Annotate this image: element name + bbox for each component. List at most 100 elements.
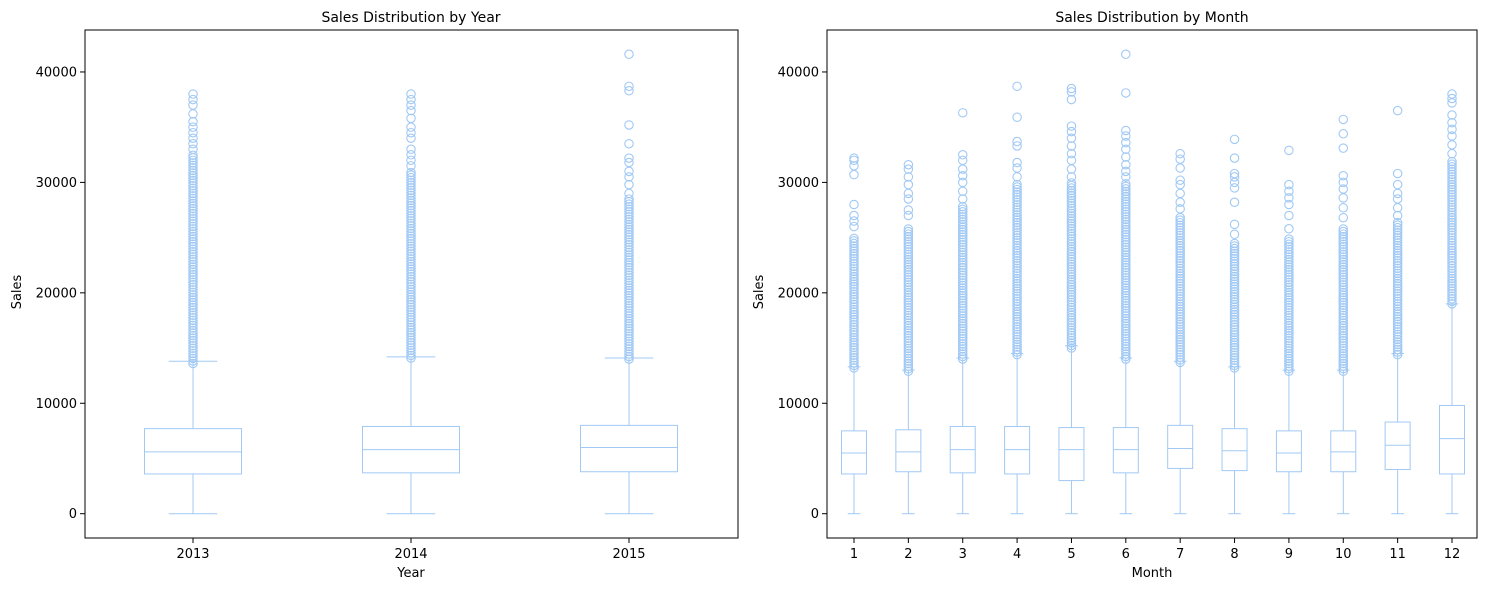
month-outlier-point xyxy=(1066,223,1077,234)
month-outlier-point xyxy=(1338,287,1349,298)
month-outlier-point xyxy=(903,282,914,293)
month-outlier-point xyxy=(1284,356,1294,366)
year-outlier-point xyxy=(406,198,416,208)
month-outlier-point xyxy=(849,259,859,269)
month-outlier-point xyxy=(1121,189,1131,199)
month-outlier-point xyxy=(1229,261,1240,272)
month-outlier-point xyxy=(1121,306,1131,316)
month-outlier-point xyxy=(1175,327,1185,337)
month-outlier-point xyxy=(1121,308,1131,319)
month-outlier-point xyxy=(1338,267,1349,277)
month-outlier-point xyxy=(1447,220,1457,230)
month-box-11 xyxy=(1384,421,1411,471)
year-outlier-point xyxy=(624,199,634,209)
year-outlier-point xyxy=(188,163,198,173)
month-outlier-point xyxy=(1066,190,1077,201)
month-outlier-point xyxy=(1229,134,1240,145)
month-outlier-point xyxy=(1066,317,1077,328)
month-outlier-point xyxy=(1121,313,1131,324)
month-y-tick-label: 10000 xyxy=(778,397,819,412)
month-outlier-point xyxy=(1338,333,1349,343)
month-outlier-point xyxy=(1392,306,1403,317)
month-outlier-point xyxy=(1447,248,1457,258)
month-outlier-point xyxy=(957,293,968,303)
month-outlier-point xyxy=(903,336,914,346)
month-outlier-point xyxy=(1012,238,1022,248)
year-outlier-point xyxy=(188,168,198,178)
month-outlier-point xyxy=(1175,332,1185,342)
month-outlier-point xyxy=(1121,252,1131,263)
month-outlier-point xyxy=(1447,177,1457,187)
month-outlier-point xyxy=(849,153,859,163)
month-outlier-point xyxy=(957,303,968,314)
month-outlier-point xyxy=(1284,224,1294,234)
month-outlier-point xyxy=(1392,281,1403,291)
month-outlier-point xyxy=(1338,351,1349,361)
month-outlier-point xyxy=(957,250,968,260)
month-outlier-point xyxy=(1284,249,1294,260)
year-x-tick-label: 2015 xyxy=(612,547,645,562)
month-outlier-point xyxy=(1447,164,1457,175)
month-outlier-point xyxy=(1066,279,1077,290)
year-outlier-point xyxy=(624,229,634,240)
month-outlier-point xyxy=(849,314,859,325)
month-outlier-point xyxy=(849,199,859,210)
month-outlier-point xyxy=(1066,330,1077,341)
month-outlier-point xyxy=(1447,93,1457,104)
year-outlier-point xyxy=(188,216,198,227)
year-outlier-point xyxy=(406,200,416,211)
month-outlier-point xyxy=(957,313,968,324)
year-outlier-point xyxy=(406,218,416,229)
month-outlier-point xyxy=(1121,265,1131,275)
month-box-12 xyxy=(1439,404,1465,475)
month-outlier-point xyxy=(903,210,914,221)
month-outlier-point xyxy=(1175,271,1185,281)
year-outlier-point xyxy=(188,178,198,188)
month-outlier-point xyxy=(957,108,968,118)
year-chart-title: Sales Distribution by Year xyxy=(321,10,500,26)
month-outlier-point xyxy=(1121,339,1131,349)
month-outlier-point xyxy=(1338,338,1349,349)
year-outlier-point xyxy=(188,292,198,303)
month-outlier-point xyxy=(1284,193,1294,203)
month-box-1 xyxy=(841,430,867,475)
month-outlier-point xyxy=(1121,49,1131,60)
month-outlier-point xyxy=(1338,315,1349,326)
month-outlier-point xyxy=(1338,336,1349,346)
year-outlier-point xyxy=(624,240,634,250)
month-outlier-point xyxy=(849,289,859,300)
month-outlier-point xyxy=(1447,268,1457,279)
month-outlier-point xyxy=(1392,105,1403,116)
month-outlier-point xyxy=(1338,254,1349,265)
month-outlier-point xyxy=(1284,242,1294,252)
month-outlier-point xyxy=(1447,278,1457,289)
month-outlier-point xyxy=(1338,290,1349,300)
month-outlier-point xyxy=(1012,276,1022,286)
month-outlier-point xyxy=(1447,174,1457,185)
month-outlier-point xyxy=(903,231,914,242)
month-outlier-point xyxy=(1284,292,1294,303)
month-y-tick-label: 20000 xyxy=(778,286,819,301)
month-outlier-point xyxy=(1066,241,1077,252)
month-outlier-point xyxy=(1012,339,1022,350)
month-outlier-point xyxy=(1012,112,1022,122)
month-outlier-point xyxy=(1175,248,1185,258)
month-outlier-point xyxy=(849,294,859,305)
month-outlier-point xyxy=(1338,343,1349,354)
month-outlier-point xyxy=(1121,204,1131,214)
month-outlier-point xyxy=(1447,238,1457,248)
month-outlier-point xyxy=(903,272,914,283)
year-outlier-point xyxy=(624,234,634,245)
month-outlier-point xyxy=(1175,148,1185,159)
month-outlier-point xyxy=(1338,257,1349,267)
month-outlier-point xyxy=(1012,225,1022,235)
month-outlier-point xyxy=(1229,307,1240,317)
year-outlier-point xyxy=(406,211,416,221)
month-outlier-point xyxy=(1121,217,1131,227)
month-outlier-point xyxy=(1284,338,1294,349)
month-outlier-point xyxy=(1012,268,1022,279)
month-outlier-point xyxy=(1338,358,1349,369)
month-outlier-point xyxy=(1447,271,1457,281)
month-outlier-point xyxy=(1121,196,1131,207)
year-outlier-point xyxy=(406,292,416,302)
